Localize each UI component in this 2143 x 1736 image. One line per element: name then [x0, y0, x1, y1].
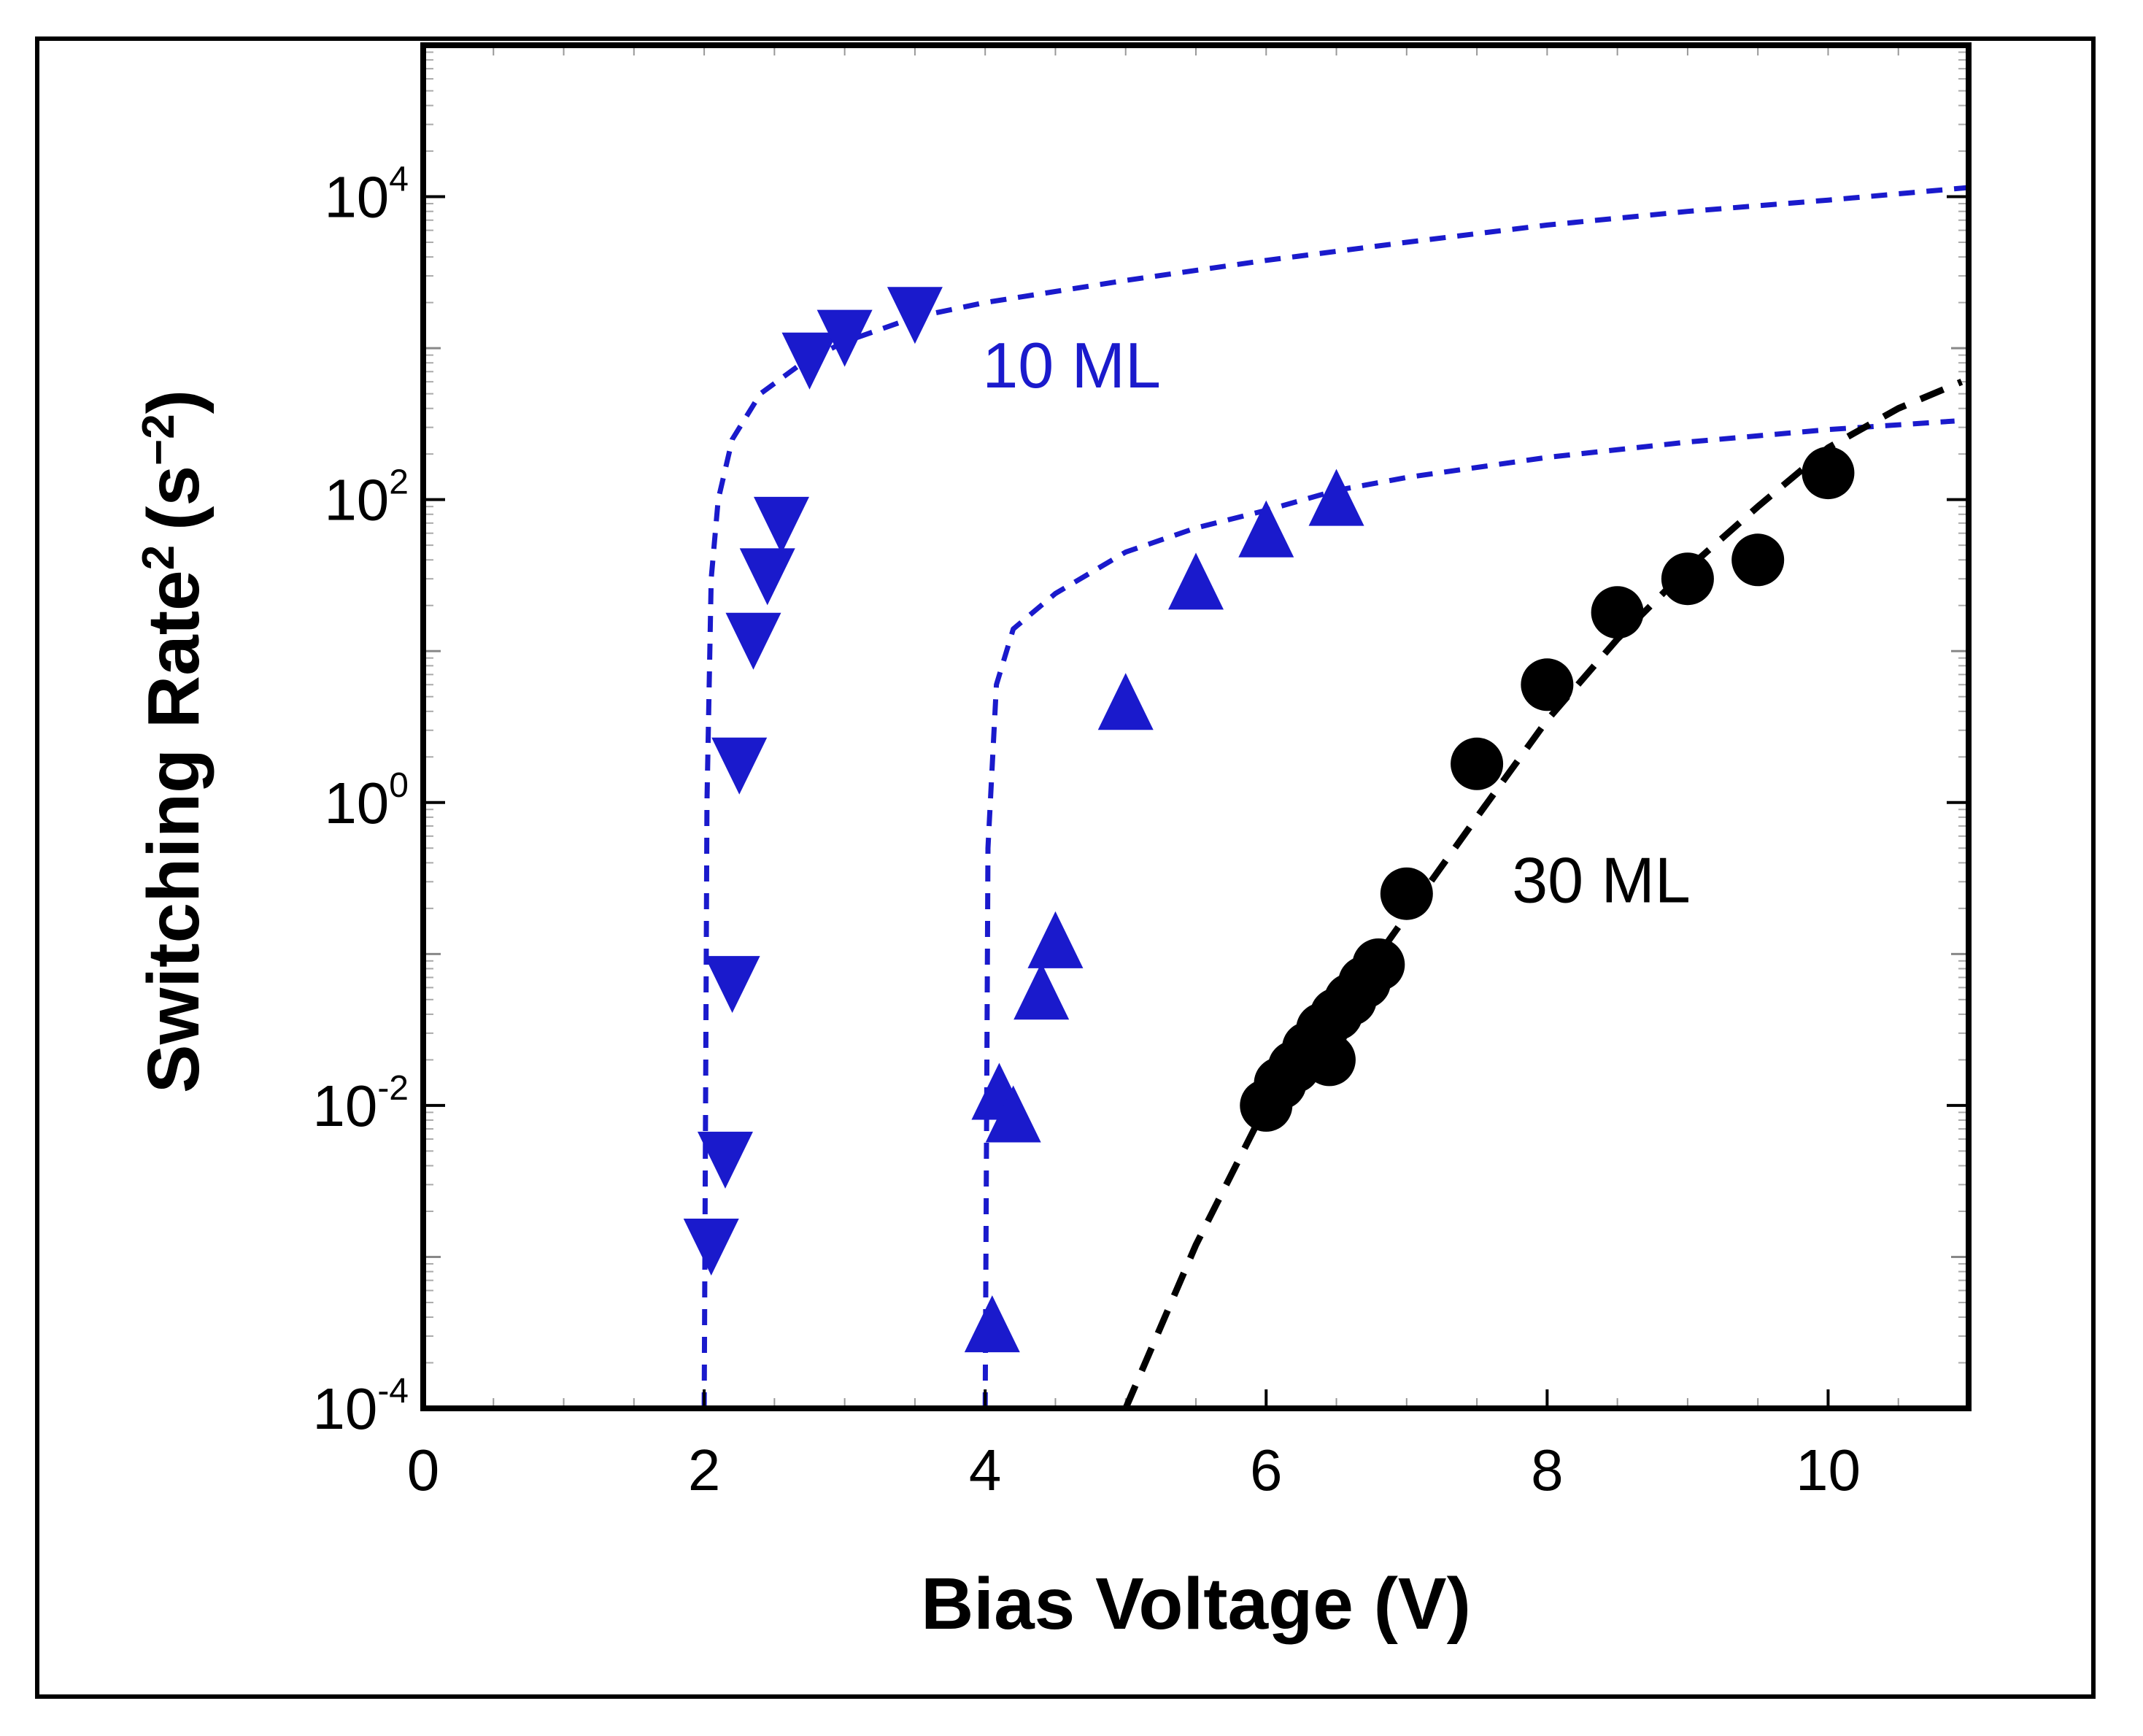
- annotations: 10 ML 30 ML: [982, 329, 1690, 916]
- x-tick-label: 10: [1796, 1438, 1861, 1502]
- y-tick-label-exp: 0: [389, 766, 409, 805]
- fit-line: [701, 185, 1969, 1409]
- annotation-label: 10 ML: [982, 329, 1161, 401]
- x-tick-label: 0: [407, 1438, 440, 1502]
- data-point: [1238, 500, 1294, 558]
- y-tick-label: 100: [324, 766, 409, 836]
- axis-ticks: [422, 195, 1969, 1410]
- data-point: [704, 956, 760, 1014]
- data-point: [1591, 586, 1644, 639]
- y-tick-label: 102: [324, 463, 409, 533]
- data-point: [725, 612, 781, 670]
- y-axis-title-main: Switching Rate: [133, 570, 215, 1093]
- data-point: [683, 1219, 739, 1276]
- data-point: [753, 496, 809, 554]
- y-axis-title: Switching Rate2 (s−2): [133, 390, 215, 1093]
- y-tick-label-exp: -4: [377, 1372, 409, 1411]
- figure-frame: [35, 36, 2096, 1699]
- data-point: [816, 309, 873, 367]
- y-tick-label-exp: -2: [377, 1069, 409, 1108]
- data-point: [781, 332, 838, 390]
- x-tick-label: 4: [969, 1438, 1002, 1502]
- data-point: [887, 287, 943, 344]
- data-point: [1731, 533, 1785, 587]
- plot-area-border: [420, 42, 1972, 1411]
- y-tick-label-base: 10: [324, 771, 389, 836]
- y-tick-label: 104: [324, 161, 409, 230]
- y-tick-label: 10-4: [312, 1372, 409, 1441]
- data-point: [1521, 658, 1574, 711]
- x-tick-label: 2: [688, 1438, 721, 1502]
- data-point: [985, 1085, 1041, 1143]
- data-point: [711, 737, 768, 795]
- y-tick-label-base: 10: [312, 1073, 377, 1138]
- x-tick-label: 6: [1250, 1438, 1283, 1502]
- data-point: [1352, 938, 1405, 991]
- y-axis-title-unit-sup: −2: [134, 414, 184, 466]
- data-point: [1308, 468, 1364, 526]
- y-tick-label: 10-2: [312, 1069, 409, 1138]
- y-axis-title-sup: 2: [134, 545, 184, 570]
- y-tick-label-exp: 2: [389, 463, 409, 502]
- data-point: [739, 548, 795, 606]
- data-point: [1097, 673, 1154, 730]
- y-tick-label-base: 10: [312, 1376, 377, 1441]
- annotation-label: 30 ML: [1512, 844, 1691, 916]
- data-point: [1168, 552, 1224, 610]
- x-axis-title: Bias Voltage (V): [921, 1563, 1471, 1645]
- y-tick-label-exp: 4: [389, 161, 409, 199]
- data-point: [1380, 867, 1433, 920]
- y-axis-title-unit-close: ): [133, 390, 215, 414]
- data-point: [1302, 1033, 1356, 1087]
- data-point: [1661, 552, 1714, 606]
- data-point: [964, 1295, 1020, 1353]
- y-axis-title-unit-open: (s: [133, 466, 215, 531]
- data-point: [1013, 962, 1070, 1020]
- x-tick-label: 8: [1531, 1438, 1564, 1502]
- y-tick-label-base: 10: [324, 468, 389, 533]
- fit-line: [982, 418, 1955, 1409]
- data-point: [697, 1131, 753, 1189]
- data-points: [683, 287, 1855, 1353]
- minor-ticks: [422, 44, 1969, 1410]
- data-point: [1451, 737, 1504, 790]
- fit-lines: [701, 185, 1969, 1410]
- data-point: [1027, 911, 1084, 968]
- data-point: [1802, 447, 1855, 500]
- y-tick-label-base: 10: [324, 165, 389, 230]
